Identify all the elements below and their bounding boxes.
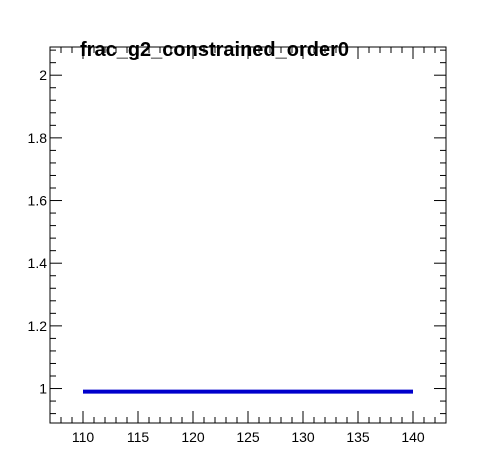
y-tick-label: 1.2 [28, 318, 48, 334]
plot-frame [49, 46, 447, 424]
x-tick-label: 110 [72, 429, 95, 445]
x-tick-label: 120 [181, 429, 205, 445]
y-tick-label: 1.4 [28, 255, 48, 271]
x-tick-label: 115 [127, 429, 150, 445]
y-tick-label: 1.6 [28, 193, 48, 209]
x-tick-label: 130 [291, 429, 315, 445]
chart-title: frac_g2_constrained_order0 [80, 39, 349, 61]
y-tick-label: 1 [39, 381, 47, 397]
x-tick-label: 125 [236, 429, 260, 445]
x-tick-label: 140 [401, 429, 425, 445]
y-axis-ticks: 1 1.2 1.4 1.6 1.8 2 [28, 49, 446, 415]
x-axis-ticks: 110 115 120 125 130 135 140 [49, 47, 447, 445]
y-tick-label: 1.8 [28, 130, 48, 146]
x-tick-label: 135 [346, 429, 370, 445]
y-tick-label: 2 [39, 67, 47, 83]
